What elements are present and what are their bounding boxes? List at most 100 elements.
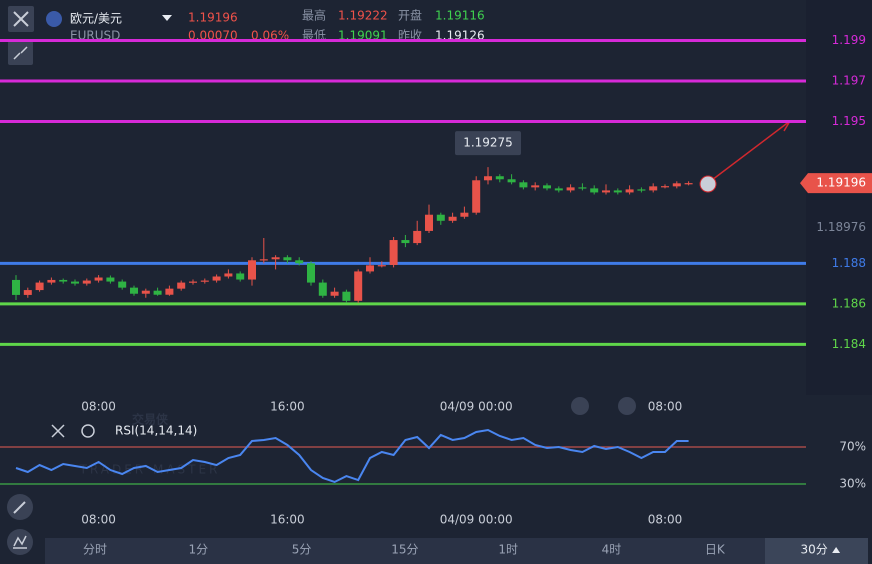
candle-body — [602, 190, 610, 193]
price-tag — [800, 173, 872, 194]
candle-body — [283, 257, 292, 261]
stat-value: 1.19126 — [435, 29, 485, 43]
candle-body — [106, 277, 115, 282]
candle-body — [649, 186, 658, 191]
candle-body — [130, 287, 138, 294]
chart-icon — [13, 535, 27, 549]
flag — [46, 11, 62, 27]
tab-active[interactable] — [765, 538, 868, 564]
change: 0.00070 — [188, 29, 238, 43]
candle-body — [47, 279, 56, 283]
symbol[interactable]: 欧元/美元 — [70, 12, 122, 26]
stat-value: 1.19222 — [338, 9, 388, 23]
tab-label[interactable]: 4时 — [602, 543, 622, 557]
candle-body — [318, 282, 327, 296]
candle-body — [448, 216, 457, 221]
candle-body — [224, 273, 233, 277]
candle-body — [495, 176, 504, 180]
max-tooltip — [455, 131, 521, 156]
collapse-icon — [13, 46, 28, 60]
candle-body — [248, 260, 256, 280]
level-label: 1.195 — [832, 114, 866, 128]
price: 1.19196 — [188, 11, 238, 25]
candle-body — [684, 183, 693, 185]
dropdown[interactable] — [162, 15, 172, 21]
tab-label[interactable]: 5分 — [292, 543, 312, 557]
rsi-settings[interactable] — [81, 424, 95, 438]
candle-body — [12, 279, 20, 295]
tab-label[interactable]: 1时 — [498, 543, 518, 557]
tab-bar — [45, 538, 868, 564]
tab-label[interactable]: 日K — [705, 543, 726, 557]
candle-body — [377, 265, 386, 267]
level-label: 1.188 — [832, 256, 866, 270]
rsi-close[interactable] — [51, 424, 65, 438]
candle-body — [554, 188, 563, 191]
candle-body — [177, 282, 186, 289]
candle-body — [94, 277, 103, 281]
nav-dot[interactable] — [618, 397, 636, 415]
stat-label: 昨收 — [398, 29, 422, 43]
candle-body — [259, 259, 268, 261]
level-label: 1.186 — [832, 296, 866, 310]
x-tick-label: 08:00 — [81, 400, 116, 414]
tab-label[interactable]: 30分 — [800, 543, 827, 557]
candle-body — [118, 281, 127, 288]
max-label: 1.19275 — [463, 136, 513, 150]
tab-label[interactable]: 分时 — [83, 543, 107, 557]
stat-label: 开盘 — [398, 8, 422, 23]
stat-value: 1.19091 — [338, 29, 388, 43]
tab-label[interactable]: 1分 — [188, 543, 208, 557]
rsi-tick-label: 30% — [839, 477, 866, 491]
x-tick-label: 08:00 — [648, 400, 683, 414]
nav-dot[interactable] — [571, 397, 589, 415]
stat-value: 1.19116 — [435, 9, 485, 23]
candle-body — [637, 189, 646, 191]
candle-body — [401, 240, 410, 244]
candle-body — [153, 290, 162, 295]
candle-body — [436, 214, 445, 221]
level-label: 1.197 — [832, 74, 866, 88]
candle-body — [354, 271, 363, 301]
candle-body — [330, 291, 339, 296]
candle-body — [507, 179, 516, 183]
candle-body — [484, 176, 492, 181]
tab-label[interactable]: 15分 — [391, 543, 418, 557]
collapse-button[interactable] — [8, 41, 33, 65]
pencil-icon — [13, 501, 26, 514]
info-icon[interactable] — [699, 175, 717, 193]
level-label: 1.184 — [832, 337, 866, 351]
tab-caret[interactable] — [832, 547, 841, 553]
candle-body — [295, 260, 304, 264]
rsi-title: RSI(14,14,14) — [115, 424, 197, 438]
rsi-line — [15, 428, 689, 484]
candle-body — [189, 281, 197, 283]
candle-body — [543, 185, 551, 189]
candle-body — [342, 291, 351, 301]
candle-body — [460, 212, 469, 217]
candle-body — [23, 290, 32, 295]
x-tick-label: 16:00 — [270, 513, 305, 527]
y-tick-label: 1.18976 — [816, 220, 866, 234]
candle-body — [519, 182, 528, 188]
last-price: 1.19196 — [816, 176, 866, 190]
candle-body — [271, 257, 280, 260]
watermark: 交易侠 — [132, 412, 169, 427]
candle-body — [425, 214, 433, 231]
stat-label: 最高 — [302, 8, 326, 23]
close-icon — [13, 11, 29, 27]
x-tick-label: 08:00 — [81, 513, 116, 527]
code: EURUSD — [70, 29, 120, 43]
change-pct: 0.06% — [251, 29, 289, 43]
candle-body — [625, 189, 634, 193]
candle-body — [307, 263, 315, 283]
candle-body — [71, 281, 79, 284]
candle-body — [389, 240, 398, 265]
candle-body — [35, 282, 44, 291]
candle-body — [141, 290, 150, 294]
candle-body — [82, 280, 91, 284]
candle-body — [413, 230, 422, 244]
level-label: 1.199 — [832, 33, 866, 47]
